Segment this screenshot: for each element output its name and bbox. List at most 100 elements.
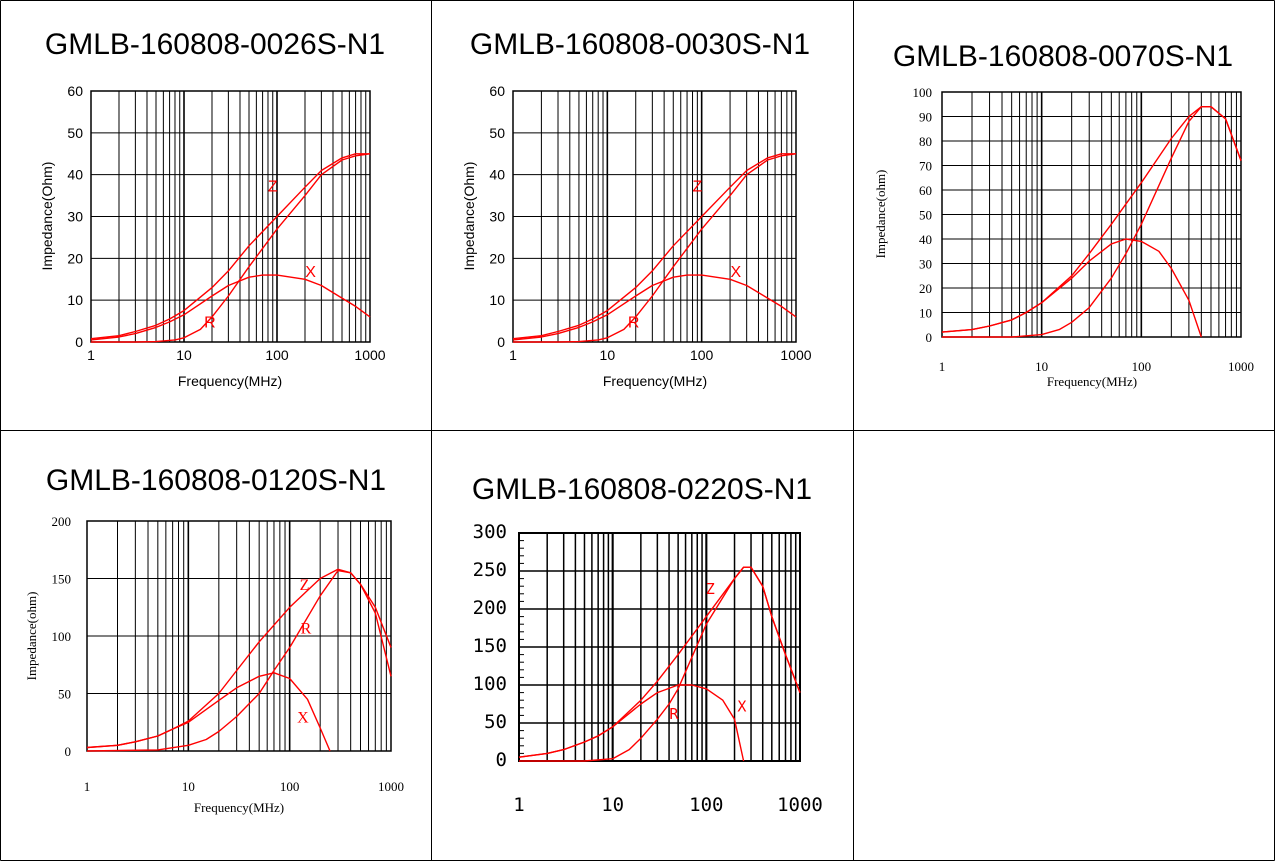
curve-label-z-0120s: Z [300, 577, 310, 594]
x-tick-label-0070s-1: 10 [1035, 359, 1048, 374]
y-tick-label-0030s-4: 40 [489, 167, 505, 183]
x-tick-label-0070s-2: 100 [1132, 359, 1152, 374]
series-x-line-0026s [90, 274, 371, 341]
series-x-line-0030s [512, 274, 797, 341]
x-tick-label-0220s-2: 100 [689, 794, 723, 816]
grid-0220s [519, 532, 800, 762]
x-axis-label-0026s: Frequency(MHz) [178, 373, 282, 389]
x-tick-label-0120s-2: 100 [280, 779, 300, 794]
curve-label-x-0220s: X [737, 698, 746, 716]
y-axis-label-0070s: Impedance(ohm) [873, 170, 888, 259]
chart-cell-0030s: GMLB-160808-0030S-N1 0 10 20 30 40 50 60 1 10 100… [461, 28, 812, 389]
y-tick-label-0030s-1: 10 [489, 292, 505, 308]
y-tick-label-0220s-6: 300 [473, 521, 507, 543]
series-x-line-0220s [518, 684, 745, 762]
curve-label-x-0026s: X [305, 264, 316, 281]
grid-0120s [87, 520, 391, 752]
y-tick-label-0070s-9: 90 [919, 110, 932, 125]
y-tick-label-0070s-4: 40 [919, 232, 932, 247]
y-tick-label-0070s-5: 50 [919, 208, 932, 223]
y-tick-label-0070s-10: 100 [913, 85, 933, 100]
curve-label-z-0220s: Z [706, 580, 715, 598]
x-tick-label-0070s-0: 1 [939, 359, 946, 374]
chart-title-0030s: GMLB-160808-0030S-N1 [470, 28, 810, 61]
y-tick-label-0070s-1: 10 [919, 306, 932, 321]
chart-cell-0026s: GMLB-160808-0026S-N1 0 10 20 30 40 50 60 1 10 100… [39, 28, 386, 389]
x-tick-label-0220s-0: 1 [513, 794, 524, 816]
y-tick-label-0070s-8: 80 [919, 134, 932, 149]
curve-label-x-0120s: X [297, 709, 309, 726]
x-axis-label-0120s: Frequency(MHz) [194, 800, 284, 815]
y-tick-label-0030s-3: 30 [489, 209, 505, 225]
y-tick-label-0026s-3: 30 [67, 209, 83, 225]
x-tick-label-0030s-0: 1 [509, 347, 517, 363]
series-r-line-0030s [513, 153, 797, 343]
x-tick-label-0026s-1: 10 [176, 347, 192, 363]
chart-cell-0120s: GMLB-160808-0120S-N1 0 50 100 150 200 1 10 100 1… [24, 464, 404, 815]
curve-label-x-0030s: X [730, 264, 741, 281]
curve-label-z-0030s: Z [692, 178, 702, 195]
series-x-line-0120s [86, 672, 331, 752]
y-axis-label-0120s: Impedance(ohm) [24, 592, 39, 681]
chart-title-0120s: GMLB-160808-0120S-N1 [46, 464, 386, 497]
y-tick-label-0070s-7: 70 [919, 159, 932, 174]
curve-label-r-0120s: R [301, 621, 312, 638]
plot-frame-0070s [941, 91, 1242, 338]
y-tick-label-0070s-2: 20 [919, 281, 932, 296]
y-tick-label-0220s-3: 150 [473, 635, 507, 657]
x-tick-label-0026s-0: 1 [87, 347, 95, 363]
chart-title-0070s: GMLB-160808-0070S-N1 [893, 40, 1233, 73]
x-tick-label-0026s-2: 100 [265, 347, 289, 363]
y-tick-label-0070s-0: 0 [926, 330, 933, 345]
chart-cell-0220s: GMLB-160808-0220S-N1 0 50 100 150 200 250 300 1… [472, 473, 823, 816]
series-z-line-0120s [86, 568, 392, 749]
y-tick-label-0030s-0: 0 [497, 334, 505, 350]
curve-label-r-0030s: R [628, 314, 640, 331]
x-tick-label-0120s-3: 1000 [378, 779, 404, 794]
grid-0026s [91, 90, 370, 343]
series-z-line-0026s [90, 153, 370, 340]
y-tick-label-0070s-6: 60 [919, 183, 932, 198]
x-axis-label-0070s: Frequency(MHz) [1047, 374, 1137, 389]
y-tick-label-0220s-2: 100 [473, 673, 507, 695]
grid-0030s [513, 90, 796, 343]
series-r-line-0120s [86, 569, 392, 752]
y-tick-label-0120s-3: 150 [52, 572, 72, 587]
series-r-line-0220s [519, 566, 801, 762]
y-axis-label-0030s: Impedance(Ohm) [461, 162, 477, 271]
y-tick-label-0120s-1: 50 [58, 687, 71, 702]
chart-title-0026s: GMLB-160808-0026S-N1 [45, 28, 385, 61]
y-tick-label-0026s-4: 40 [67, 167, 83, 183]
y-tick-label-0026s-6: 60 [67, 83, 83, 99]
y-tick-label-0070s-3: 30 [919, 257, 932, 272]
x-tick-label-0030s-2: 100 [690, 347, 714, 363]
chart-cell-0070s: GMLB-160808-0070S-N1 0 10 20 30 40 50 60 70 80 90… [873, 40, 1254, 389]
grid-0070s [942, 91, 1241, 338]
plot-frame-0120s [86, 520, 392, 752]
series-r-line-0070s [942, 105, 1242, 338]
plot-frame-0026s [90, 90, 371, 343]
curve-label-z-0026s: Z [268, 178, 278, 195]
y-tick-label-0030s-6: 60 [489, 83, 505, 99]
y-tick-label-0026s-2: 20 [67, 250, 83, 266]
x-axis-label-0030s: Frequency(MHz) [603, 373, 707, 389]
series-r-line-0026s [91, 153, 371, 343]
y-tick-label-0120s-2: 100 [52, 629, 72, 644]
curve-label-r-0220s: R [669, 705, 679, 723]
series-x-line-0070s [941, 238, 1202, 338]
curve-label-r-0026s: R [204, 314, 216, 331]
y-tick-label-0026s-1: 10 [67, 292, 83, 308]
y-tick-label-0220s-5: 250 [473, 559, 507, 581]
x-tick-label-0120s-1: 10 [182, 779, 195, 794]
y-axis-label-0026s: Impedance(Ohm) [39, 162, 55, 271]
y-tick-label-0120s-0: 0 [65, 744, 72, 759]
y-tick-label-0026s-5: 50 [67, 125, 83, 141]
y-tick-label-0220s-1: 50 [484, 711, 507, 733]
x-tick-label-0030s-3: 1000 [780, 347, 811, 363]
series-z-line-0220s [518, 566, 801, 758]
y-tick-label-0220s-4: 200 [473, 597, 507, 619]
x-tick-label-0220s-3: 1000 [777, 794, 823, 816]
chart-title-0220s: GMLB-160808-0220S-N1 [472, 473, 812, 506]
